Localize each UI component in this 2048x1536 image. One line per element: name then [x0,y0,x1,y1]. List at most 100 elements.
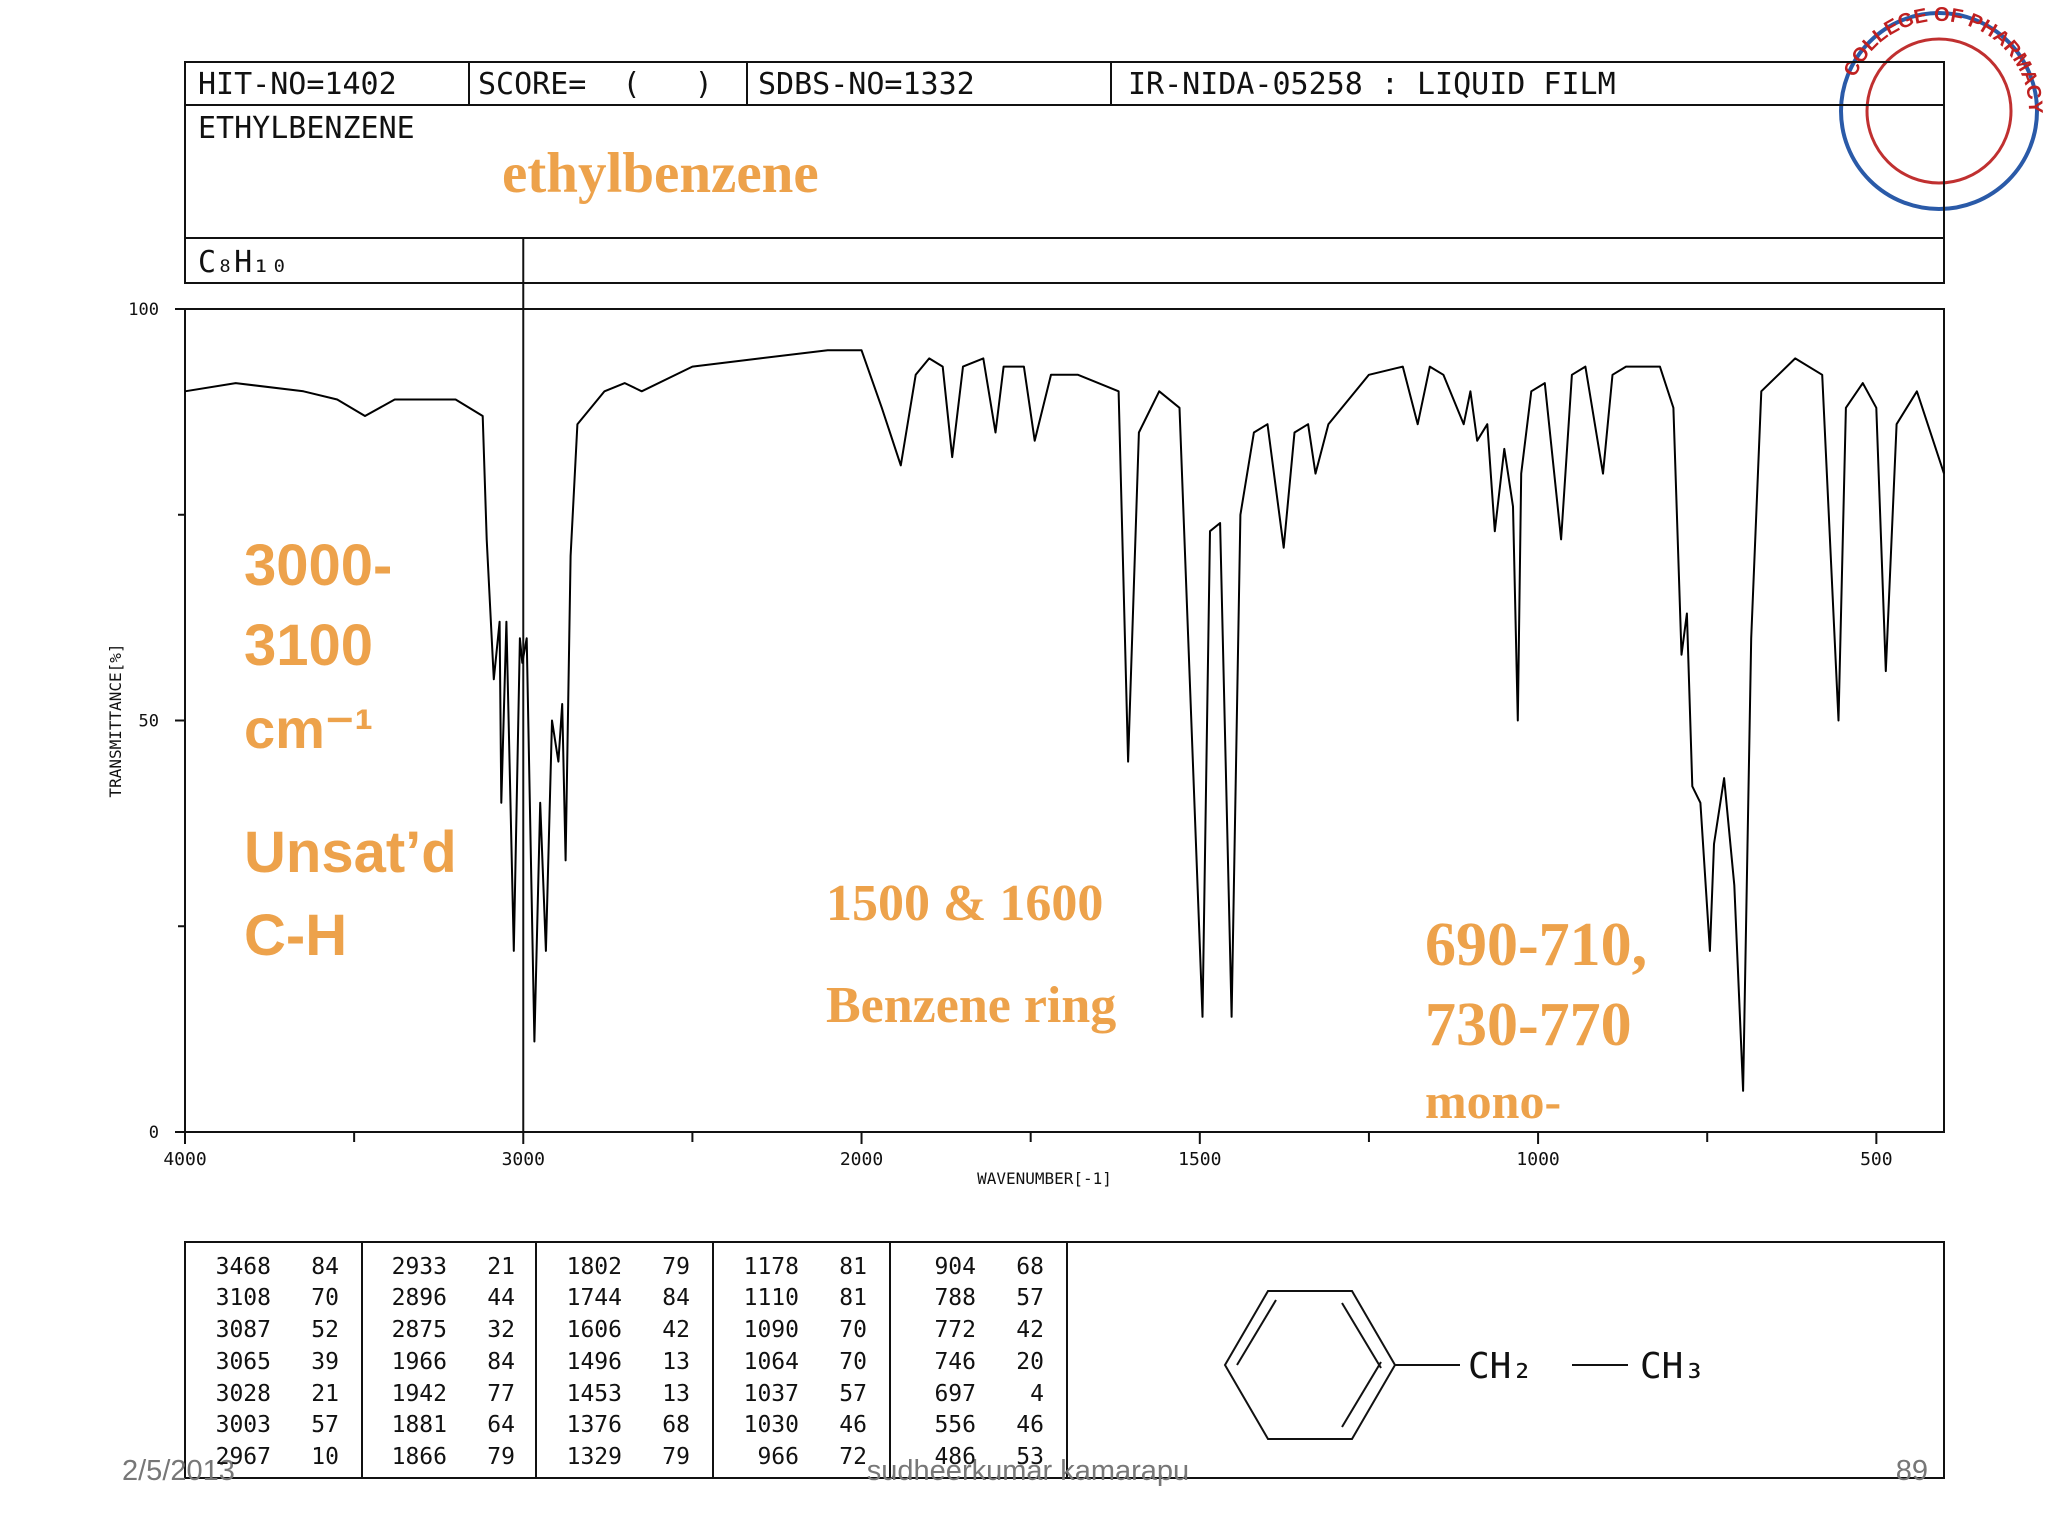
x-axis-label: WAVENUMBER[-1] [977,1169,1112,1188]
peak-wavenumber: 1064 [744,1349,799,1375]
sdbs-no: SDBS-NO=1332 [758,67,975,102]
score: SCORE= ( ) [478,67,713,102]
annotation: C-H [244,903,347,968]
peak-wavenumber: 486 [934,1444,976,1470]
peak-transmittance: 13 [662,1381,690,1407]
peak-transmittance: 21 [311,1381,339,1407]
peak-wavenumber: 1110 [744,1285,799,1311]
peak-transmittance: 46 [839,1412,867,1438]
peak-transmittance: 84 [311,1254,339,1280]
footer-date: 2/5/2013 [122,1455,235,1487]
peak-transmittance: 32 [487,1317,515,1343]
peak-wavenumber: 3003 [216,1412,271,1438]
peak-wavenumber: 1030 [744,1412,799,1438]
peak-wavenumber: 1881 [392,1412,447,1438]
peak-transmittance: 70 [839,1349,867,1375]
peak-wavenumber: 1329 [567,1444,622,1470]
annotation: 1500 & 1600 [826,875,1103,932]
compound: ETHYLBENZENE [198,111,415,146]
annotation: 3100 [244,613,373,678]
peak-wavenumber: 2896 [392,1285,447,1311]
x-tick-label: 1000 [1516,1149,1559,1170]
peak-transmittance: 57 [311,1412,339,1438]
annotation: 690-710, [1425,911,1647,979]
table-box [184,1241,1945,1479]
peak-transmittance: 79 [662,1254,690,1280]
logo-inner [1865,37,2013,185]
peak-wavenumber: 1496 [567,1349,622,1375]
hit-no: HIT-NO=1402 [198,67,397,102]
peak-transmittance: 68 [1016,1254,1044,1280]
peak-transmittance: 13 [662,1349,690,1375]
peak-wavenumber: 1744 [567,1285,622,1311]
peak-wavenumber: 3065 [216,1349,271,1375]
peak-transmittance: 72 [839,1444,867,1470]
peak-wavenumber: 746 [934,1349,976,1375]
peak-transmittance: 64 [487,1412,515,1438]
y-tick-label: 0 [149,1123,159,1143]
peak-wavenumber: 904 [934,1254,976,1280]
peak-wavenumber: 2967 [216,1444,271,1470]
annotation: Unsat’d [244,820,457,885]
annotation: ethylbenzene [502,142,819,205]
peak-transmittance: 81 [839,1254,867,1280]
peak-transmittance: 10 [311,1444,339,1470]
logo: COLLEGE OF PHARMACY [1839,4,2046,211]
peak-wavenumber: 1453 [567,1381,622,1407]
peak-wavenumber: 3108 [216,1285,271,1311]
y-tick-label: 100 [128,300,159,320]
peak-transmittance: 57 [1016,1285,1044,1311]
x-tick-label: 3000 [502,1149,545,1170]
y-tick-label: 50 [139,712,159,732]
spectrum-line [184,349,1945,1092]
annotation: 3000- [244,533,392,598]
peak-transmittance: 57 [839,1381,867,1407]
peak-transmittance: 81 [839,1285,867,1311]
peak-transmittance: 70 [839,1317,867,1343]
structure-ch2: CH₂ [1468,1346,1533,1387]
peak-transmittance: 39 [311,1349,339,1375]
peak-wavenumber: 1942 [392,1381,447,1407]
annotation: cm⁻¹ [244,697,373,760]
peak-wavenumber: 1866 [392,1444,447,1470]
structure [1223,1290,1628,1440]
peak-transmittance: 21 [487,1254,515,1280]
annotation: Benzene ring [826,977,1116,1034]
structure-ch3: CH₃ [1640,1346,1705,1387]
peak-transmittance: 4 [1030,1381,1044,1407]
y-axis-label: TRANSMITTANCE[%] [106,643,125,797]
peak-wavenumber: 1606 [567,1317,622,1343]
peak-transmittance: 79 [487,1444,515,1470]
peak-transmittance: 77 [487,1381,515,1407]
footer-author: sudheerkumar kamarapu [867,1455,1189,1487]
peak-transmittance: 42 [662,1317,690,1343]
x-tick-label: 4000 [163,1149,206,1170]
peak-transmittance: 79 [662,1444,690,1470]
header-box [184,61,1945,284]
peak-transmittance: 44 [487,1285,515,1311]
peak-wavenumber: 1376 [567,1412,622,1438]
x-tick-label: 500 [1860,1149,1893,1170]
peak-transmittance: 42 [1016,1317,1044,1343]
peak-wavenumber: 3468 [216,1254,271,1280]
x-tick-label: 1500 [1178,1149,1221,1170]
peak-transmittance: 70 [311,1285,339,1311]
peak-wavenumber: 1802 [567,1254,622,1280]
formula: C₈H₁₀ [198,245,288,280]
peak-wavenumber: 3087 [216,1317,271,1343]
peak-wavenumber: 697 [934,1381,976,1407]
peak-transmittance: 46 [1016,1412,1044,1438]
peak-transmittance: 53 [1016,1444,1044,1470]
annotation: mono- [1425,1073,1561,1129]
peak-transmittance: 84 [487,1349,515,1375]
annotation: 730-770 [1425,991,1632,1059]
peak-wavenumber: 556 [934,1412,976,1438]
peak-wavenumber: 2875 [392,1317,447,1343]
peak-wavenumber: 772 [934,1317,976,1343]
peak-wavenumber: 2933 [392,1254,447,1280]
method: IR-NIDA-05258 : LIQUID FILM [1128,67,1616,102]
peak-transmittance: 52 [311,1317,339,1343]
peak-transmittance: 68 [662,1412,690,1438]
peak-transmittance: 84 [662,1285,690,1311]
